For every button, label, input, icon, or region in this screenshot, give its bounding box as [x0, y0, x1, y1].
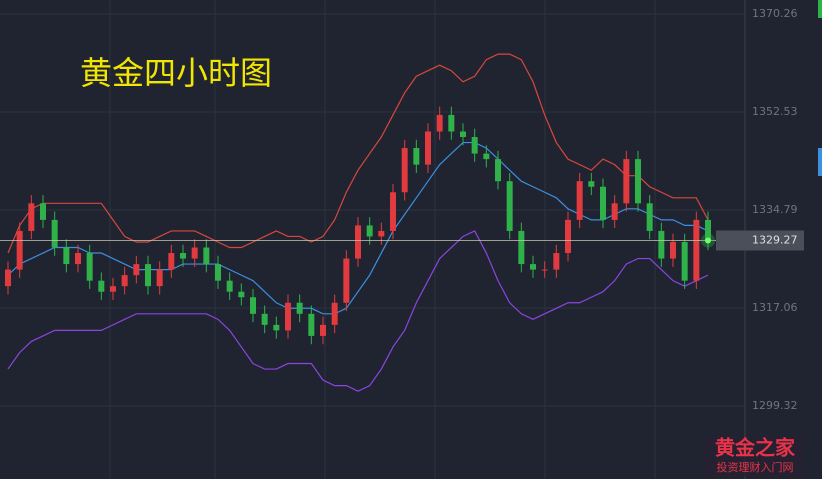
- candle-body: [611, 203, 618, 220]
- candle-body: [5, 269, 11, 287]
- candle-body: [273, 324, 280, 331]
- candle-body: [425, 131, 431, 165]
- candle-body: [588, 181, 595, 187]
- candle-body: [98, 280, 105, 292]
- candle-body: [693, 219, 700, 281]
- candle-body: [51, 219, 58, 248]
- candle-body: [518, 230, 525, 265]
- candle-body: [133, 264, 140, 276]
- candle-body: [471, 137, 478, 154]
- candle-body: [460, 131, 466, 138]
- candle-body: [215, 264, 221, 281]
- candle-body: [285, 302, 291, 331]
- candle-body: [28, 203, 35, 231]
- candle-body: [646, 203, 653, 231]
- candle-body: [401, 148, 408, 193]
- y-tick-label: 1370.26: [752, 7, 798, 20]
- candle-body: [553, 253, 560, 270]
- watermark-bg: [703, 437, 803, 477]
- candle-body: [110, 286, 116, 292]
- candle-body: [238, 291, 245, 298]
- candle-body: [623, 159, 630, 204]
- candle-body: [168, 253, 175, 270]
- candle-body: [378, 230, 385, 237]
- y-tick-label: 1317.06: [752, 301, 798, 314]
- candle-body: [296, 302, 303, 314]
- candle-body: [331, 302, 338, 325]
- y-tick-label: 1352.53: [752, 105, 798, 118]
- candle-body: [203, 247, 210, 265]
- watermark: 黄金之家: [715, 436, 796, 460]
- candle-body: [413, 148, 420, 165]
- candle-body: [530, 264, 536, 270]
- current-price-label: 1329.27: [752, 233, 798, 246]
- candle-body: [75, 253, 81, 265]
- watermark-subtitle: 投资理财入门网: [717, 460, 794, 474]
- band-line: [7, 230, 709, 392]
- candle-body: [506, 181, 513, 231]
- candle-body: [191, 247, 198, 259]
- candle-body: [541, 269, 548, 271]
- candle-body: [145, 264, 151, 287]
- vertical-grid: [109, 0, 656, 479]
- candle-body: [16, 230, 23, 270]
- candle-body: [565, 219, 571, 254]
- candle-body: [448, 114, 455, 132]
- candle-body: [343, 258, 350, 303]
- candle-body: [308, 313, 315, 336]
- candle-body: [390, 192, 396, 231]
- candle-body: [250, 297, 256, 314]
- candle-body: [366, 225, 373, 237]
- candle-body: [658, 230, 665, 259]
- candle-body: [635, 159, 641, 204]
- candle-body: [670, 241, 676, 259]
- plot-area: 1370.26 1352.53 1334.79 1317.06 1299.32 1329.…: [0, 7, 804, 412]
- candle-body: [121, 275, 128, 287]
- current-price-box: [716, 230, 804, 251]
- candle-body: [705, 219, 711, 241]
- candle-body: [355, 225, 361, 259]
- candle-body: [495, 159, 501, 182]
- candle-body: [156, 269, 163, 287]
- candle-body: [226, 280, 233, 292]
- y-tick-label: 1334.79: [752, 203, 798, 216]
- y-tick-label: 1299.32: [752, 399, 798, 412]
- candle-body: [63, 247, 70, 265]
- candle-body: [483, 153, 490, 160]
- candle-body: [600, 186, 606, 220]
- candle-body: [180, 253, 186, 259]
- chart-title: 黄金四小时图: [80, 54, 272, 92]
- current-price-dot: [705, 237, 711, 244]
- band-line: [7, 141, 709, 315]
- candle-body: [320, 324, 326, 336]
- candle-body: [436, 114, 443, 132]
- candle-body: [576, 181, 583, 220]
- candle-body: [261, 313, 268, 325]
- edge-marker: [818, 0, 822, 18]
- candle-body: [86, 253, 93, 281]
- candle-body: [40, 203, 46, 220]
- band-line: [7, 53, 709, 254]
- edge-marker: [818, 148, 822, 176]
- candle-body: [681, 241, 688, 281]
